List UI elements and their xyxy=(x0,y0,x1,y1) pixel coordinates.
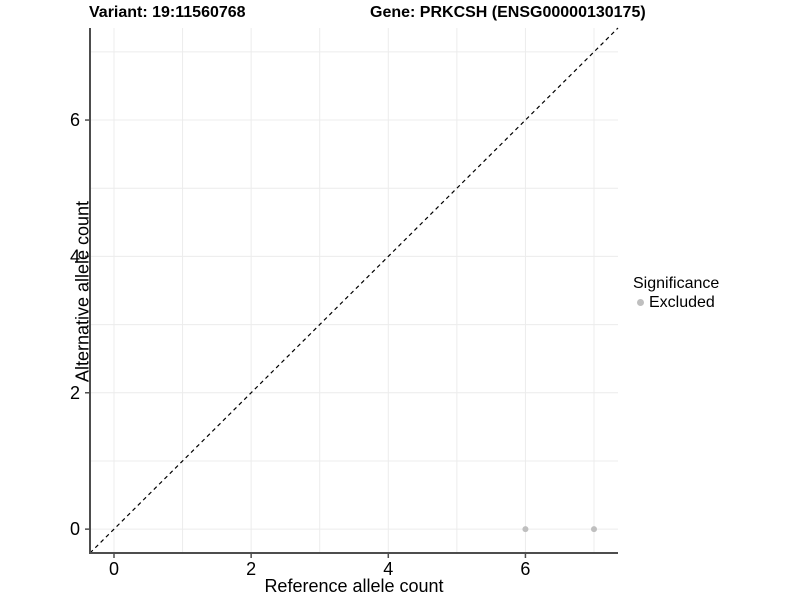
gene-title: Gene: PRKCSH (ENSG00000130175) xyxy=(370,4,646,21)
legend-item-label: Excluded xyxy=(649,294,715,311)
x-axis-label: Reference allele count xyxy=(264,576,444,596)
y-axis-label: Alternative allele count xyxy=(72,200,93,383)
y-tick-label: 2 xyxy=(70,383,80,403)
identity-line xyxy=(89,27,619,554)
y-tick-label: 6 xyxy=(70,110,80,130)
data-point xyxy=(522,526,529,533)
variant-title: Variant: 19:11560768 xyxy=(89,4,246,21)
data-point xyxy=(591,526,597,533)
x-tick-label: 0 xyxy=(109,559,119,579)
x-tick-label: 2 xyxy=(246,559,256,579)
legend: Significance Excluded xyxy=(633,274,719,312)
legend-title: Significance xyxy=(633,275,720,292)
y-tick-label: 4 xyxy=(70,246,80,266)
x-tick-label: 4 xyxy=(383,559,393,579)
legend-item-excluded: Excluded xyxy=(633,293,719,312)
legend-key-dot xyxy=(637,299,644,306)
y-tick-label: 0 xyxy=(70,519,80,539)
x-tick-label: 6 xyxy=(520,559,530,579)
